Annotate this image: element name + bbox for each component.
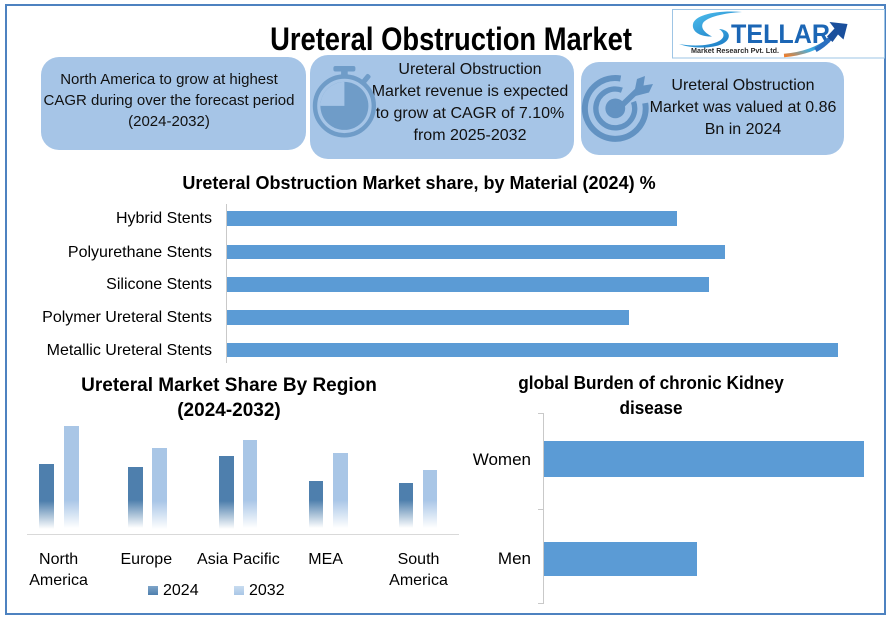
svg-text:TELLAR: TELLAR bbox=[731, 19, 830, 49]
svg-text:Market Research Pvt. Ltd.: Market Research Pvt. Ltd. bbox=[691, 46, 779, 55]
